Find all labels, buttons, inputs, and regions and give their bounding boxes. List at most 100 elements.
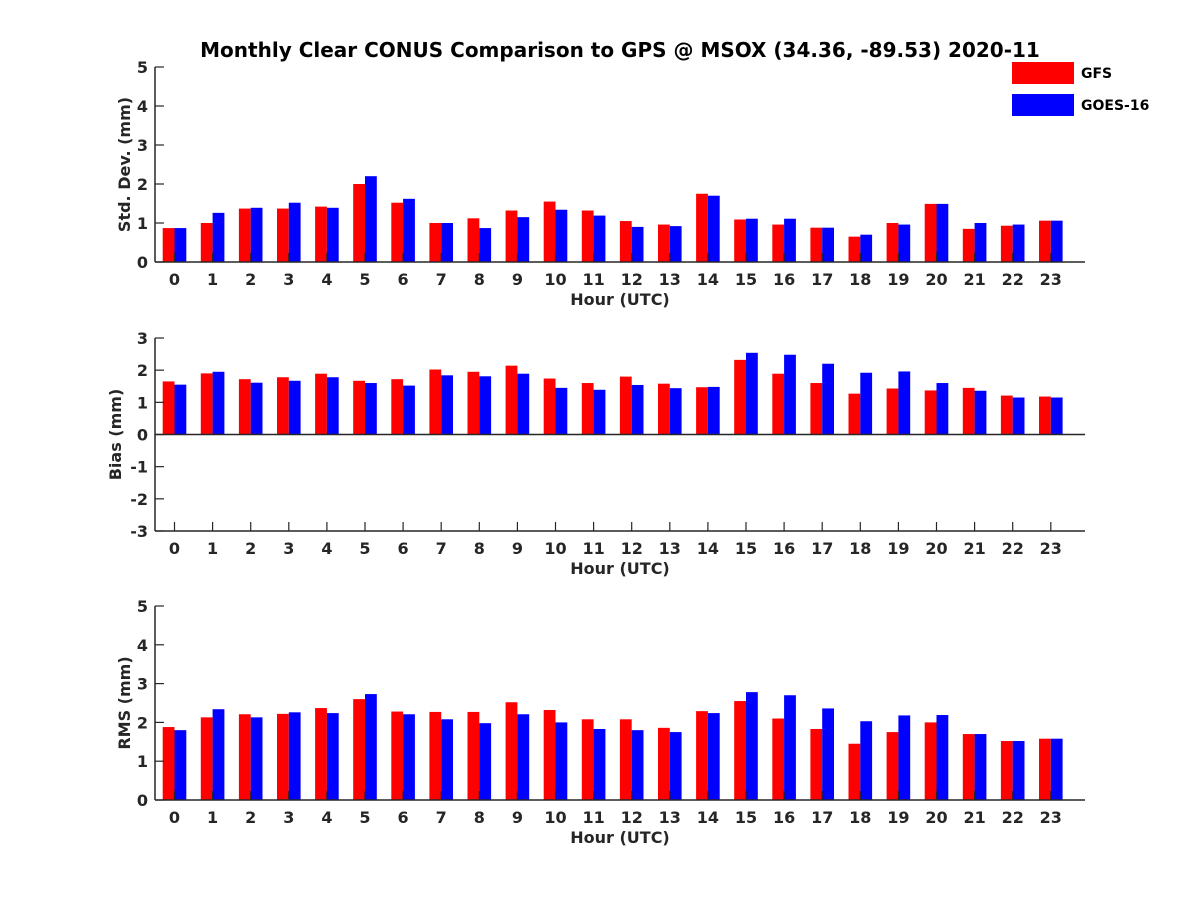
bar-gfs-hour-8 [467,711,480,800]
bar-goes-16-hour-18 [860,234,873,262]
bar-gfs-hour-21 [962,734,975,800]
bar-goes-16-hour-11 [593,215,606,262]
bar-goes-16-hour-22 [1012,224,1025,262]
chart-title: Monthly Clear CONUS Comparison to GPS @ … [200,38,1040,62]
bar-gfs-hour-6 [391,379,404,435]
bar-goes-16-hour-6 [403,198,415,262]
x-tick-label: 22 [1002,539,1024,558]
bar-goes-16-hour-17 [822,227,834,262]
bar-gfs-hour-12 [619,376,632,435]
x-tick-label: 15 [735,270,757,289]
bar-gfs-hour-13 [658,383,670,435]
bar-gfs-hour-10 [543,709,556,800]
bar-goes-16-hour-12 [631,384,644,435]
y-tick-label: 5 [137,58,148,77]
bar-goes-16-hour-11 [593,389,606,435]
bar-goes-16-hour-4 [326,713,339,800]
y-tick-label: 2 [137,175,148,194]
bar-gfs-hour-1 [200,373,213,435]
bar-gfs-hour-13 [658,224,670,262]
y-tick-label: 2 [137,713,148,732]
bar-gfs-hour-21 [962,387,975,435]
legend-swatch-gfs [1012,62,1074,84]
bar-goes-16-hour-5 [365,176,377,262]
bar-goes-16-hour-10 [555,722,568,800]
bar-goes-16-hour-2 [250,382,263,435]
bar-gfs-hour-3 [277,713,289,800]
x-tick-label: 3 [283,539,294,558]
bar-gfs-hour-3 [277,208,289,262]
x-axis-label: Hour (UTC) [570,290,670,309]
bar-gfs-hour-9 [505,365,518,435]
bar-goes-16-hour-19 [898,224,911,262]
bar-goes-16-hour-14 [707,195,720,262]
bar-goes-16-hour-1 [212,709,225,800]
bar-goes-16-hour-7 [441,375,453,435]
x-tick-label: 5 [359,539,370,558]
x-tick-label: 14 [697,808,719,827]
x-tick-label: 23 [1040,539,1062,558]
x-tick-label: 4 [321,808,332,827]
bar-gfs-hour-9 [505,210,518,262]
x-tick-label: 8 [474,270,485,289]
x-tick-label: 2 [245,808,256,827]
x-tick-label: 11 [582,270,604,289]
bar-goes-16-hour-19 [898,715,911,800]
x-tick-label: 0 [169,270,180,289]
bar-gfs-hour-23 [1039,220,1051,262]
bar-gfs-hour-3 [277,377,289,435]
y-tick-label: -2 [130,490,148,509]
bar-goes-16-hour-3 [288,202,301,262]
x-tick-label: 19 [887,270,909,289]
bar-goes-16-hour-4 [326,207,339,262]
bar-gfs-hour-20 [924,203,937,262]
bar-goes-16-hour-21 [974,734,987,800]
bar-goes-16-hour-11 [593,728,606,800]
x-tick-label: 13 [659,270,681,289]
bar-goes-16-hour-16 [784,218,796,262]
bar-goes-16-hour-6 [403,385,415,435]
x-tick-label: 1 [207,270,218,289]
bar-gfs-hour-19 [886,223,899,262]
x-tick-label: 9 [512,270,523,289]
bar-gfs-hour-19 [886,732,899,800]
x-tick-label: 5 [359,808,370,827]
bar-gfs-hour-12 [619,719,632,800]
x-tick-label: 9 [512,539,523,558]
x-tick-label: 9 [512,808,523,827]
x-tick-label: 20 [925,808,947,827]
bar-gfs-hour-20 [924,722,937,800]
bar-gfs-hour-15 [734,701,746,800]
x-tick-label: 6 [398,539,409,558]
bar-goes-16-hour-12 [631,226,644,262]
x-tick-label: 3 [283,270,294,289]
bar-gfs-hour-18 [848,743,861,800]
bar-goes-16-hour-8 [479,723,492,800]
x-tick-label: 2 [245,539,256,558]
y-axis-label: RMS (mm) [115,656,134,749]
bar-gfs-hour-8 [467,371,480,435]
bar-gfs-hour-10 [543,378,556,435]
y-tick-label: 1 [137,752,148,771]
bar-goes-16-hour-21 [974,390,987,435]
bar-gfs-hour-14 [696,711,708,800]
y-tick-label: 2 [137,361,148,380]
bar-goes-16-hour-9 [517,714,530,800]
x-tick-label: 21 [963,539,985,558]
x-tick-label: 22 [1002,808,1024,827]
x-tick-label: 16 [773,270,795,289]
y-tick-label: 0 [137,426,148,445]
x-axis-label: Hour (UTC) [570,828,670,847]
bar-goes-16-hour-23 [1050,397,1063,435]
x-tick-label: 6 [398,270,409,289]
bar-goes-16-hour-16 [784,695,796,800]
bar-goes-16-hour-13 [669,388,682,435]
y-tick-label: 3 [137,136,148,155]
bar-gfs-hour-14 [696,387,708,435]
bar-gfs-hour-7 [429,369,442,435]
bar-goes-16-hour-23 [1050,220,1063,262]
x-axis-label: Hour (UTC) [570,559,670,578]
bar-goes-16-hour-0 [174,384,187,435]
bar-goes-16-hour-21 [974,223,987,262]
